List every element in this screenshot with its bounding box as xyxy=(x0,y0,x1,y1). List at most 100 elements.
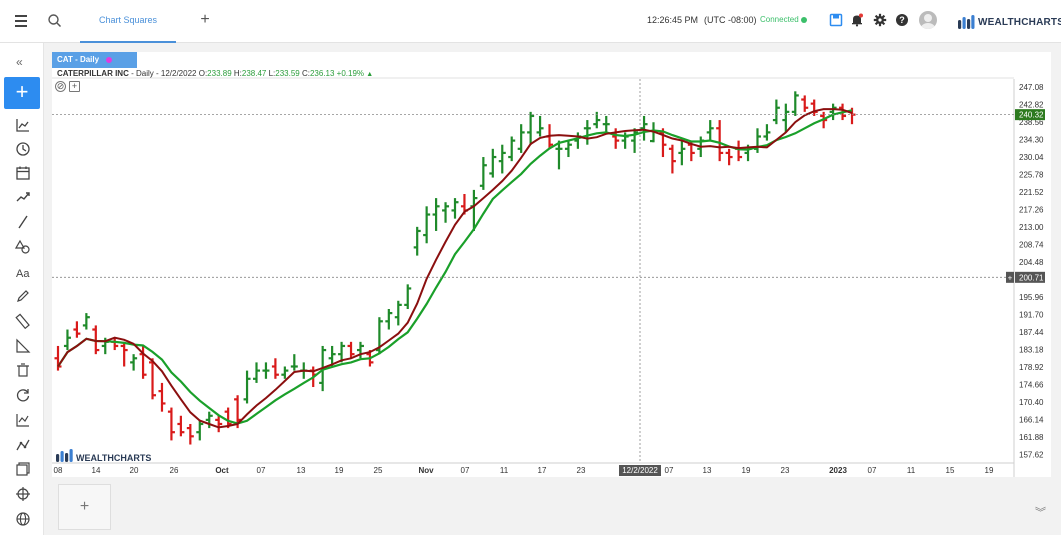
trend-icon[interactable] xyxy=(15,189,31,205)
ohlc-bar xyxy=(356,341,364,359)
alerts-icon[interactable] xyxy=(850,13,864,27)
ohlc-bar xyxy=(281,366,289,379)
crosshair-price-label: 200.71 xyxy=(1019,273,1044,282)
pencil-icon[interactable] xyxy=(15,288,31,304)
price-tick-label: 217.26 xyxy=(1019,205,1044,214)
ohlc-bar xyxy=(678,140,686,166)
price-tick-label: 195.96 xyxy=(1019,293,1044,302)
price-tick-label: 238.56 xyxy=(1019,118,1044,127)
line-tool-icon[interactable] xyxy=(15,214,31,230)
calendar-icon[interactable] xyxy=(15,165,31,181)
time-tick-label: Nov xyxy=(418,466,434,475)
hide-icon[interactable]: ⊘ xyxy=(55,81,66,92)
watermark-logo-icon xyxy=(56,454,60,462)
watermark-logo-icon xyxy=(69,449,73,462)
crosshair-plus-icon: + xyxy=(1008,273,1013,282)
globe-icon[interactable] xyxy=(15,511,31,527)
ohlc-bar xyxy=(243,370,251,404)
ohlc-bar xyxy=(262,362,270,379)
legend-interval: Daily xyxy=(135,69,154,78)
expand-icon[interactable]: + xyxy=(69,81,80,92)
legend-close-label: C: xyxy=(301,69,310,78)
ohlc-bar xyxy=(130,354,138,371)
clock-icon[interactable] xyxy=(15,141,31,157)
indicator-icon[interactable] xyxy=(15,412,31,428)
ohlc-bar xyxy=(763,124,771,141)
last-price-label: 240.32 xyxy=(1019,111,1044,120)
top-bar: Chart Squares + 12:26:45 PM (UTC -08:00)… xyxy=(0,0,1061,43)
ohlc-bar xyxy=(394,300,402,326)
collapse-icon[interactable]: « xyxy=(16,55,23,69)
ohlc-bar xyxy=(640,115,648,141)
ohlc-bar xyxy=(205,411,213,429)
up-arrow-icon: ▲ xyxy=(366,71,374,78)
chart-panel[interactable]: 247.08 242.82 234.30 230.04 225.78 221.52 217.… xyxy=(52,52,1051,477)
ohlc-bar xyxy=(782,103,790,133)
fib-tool-icon[interactable] xyxy=(15,338,31,354)
user-avatar[interactable] xyxy=(919,11,937,29)
price-tick-label: 183.18 xyxy=(1019,345,1044,354)
ohlc-bar xyxy=(290,354,298,371)
legend-sep: - xyxy=(156,69,161,78)
ohlc-bar xyxy=(498,144,506,174)
svg-text:?: ? xyxy=(899,15,905,25)
time-tick-label: 07 xyxy=(257,466,266,475)
settings-icon[interactable] xyxy=(873,13,887,27)
text-tool-icon[interactable]: Aa xyxy=(15,264,31,280)
chart-symbol-tab[interactable]: CAT - Daily xyxy=(52,52,137,68)
ohlc-bar xyxy=(253,362,260,383)
time-tick-label: Oct xyxy=(215,466,229,475)
connection-status: Connected xyxy=(760,15,799,24)
price-tick-label: 174.66 xyxy=(1019,380,1044,389)
time-tick-label: 11 xyxy=(500,466,509,475)
time-tick-label: 13 xyxy=(297,466,306,475)
link-color-dot[interactable] xyxy=(106,57,112,63)
ohlc-bar xyxy=(508,136,516,162)
chart-tab-label: CAT - Daily xyxy=(57,55,100,64)
ohlc-bar xyxy=(706,120,714,141)
time-tick-label: 11 xyxy=(907,466,916,475)
search-icon[interactable] xyxy=(46,12,64,30)
ohlc-bar xyxy=(432,198,440,231)
refresh-icon[interactable] xyxy=(15,387,31,403)
time-tick-label: 19 xyxy=(335,466,344,475)
layers-icon[interactable] xyxy=(15,461,31,477)
chevron-down-icon[interactable]: ︾ xyxy=(1035,507,1046,519)
crosshair-plus-box xyxy=(1006,271,1014,283)
brand-name: WEALTHCHARTS xyxy=(978,16,1061,28)
legend-sep: - xyxy=(131,69,136,78)
tab-chart-squares[interactable]: Chart Squares xyxy=(80,0,176,43)
add-chart-button[interactable]: + xyxy=(58,484,111,530)
add-tab-button[interactable]: + xyxy=(200,11,210,28)
time-tick-label: 2023 xyxy=(829,466,847,475)
price-tick-label: 178.92 xyxy=(1019,363,1044,372)
trash-icon[interactable] xyxy=(15,362,31,378)
hamburger-icon[interactable] xyxy=(12,11,32,31)
save-icon[interactable] xyxy=(829,13,843,27)
ruler-icon[interactable] xyxy=(15,313,31,329)
ohlc-bar xyxy=(829,103,837,121)
ohlc-bar xyxy=(82,313,90,330)
time-tick-label: 19 xyxy=(742,466,751,475)
time-tick-label: 07 xyxy=(868,466,877,475)
price-tick-label: 247.08 xyxy=(1019,83,1044,92)
time-tick-label: 25 xyxy=(374,466,383,475)
price-tick-label: 157.62 xyxy=(1019,450,1044,459)
legend-name: CATERPILLAR INC xyxy=(57,69,129,78)
price-chart[interactable]: 247.08 242.82 234.30 230.04 225.78 221.52 217.… xyxy=(52,52,1051,477)
timezone[interactable]: (UTC -08:00) xyxy=(704,15,757,25)
ohlc-bar xyxy=(631,128,639,153)
chart-type-icon[interactable] xyxy=(15,117,31,133)
ohlc-bar xyxy=(423,206,431,244)
shapes-icon[interactable] xyxy=(15,239,31,255)
ohlc-bar xyxy=(158,382,166,412)
price-tick-label: 187.44 xyxy=(1019,328,1044,337)
add-button[interactable]: + xyxy=(4,77,40,109)
crosshair-icon[interactable] xyxy=(15,486,31,502)
help-icon[interactable]: ? xyxy=(895,13,909,27)
ohlc-bar xyxy=(791,91,799,116)
status-dot xyxy=(801,17,807,23)
ohlc-bar xyxy=(177,415,185,437)
ohlc-bar xyxy=(149,358,157,400)
pattern-icon[interactable] xyxy=(15,437,31,453)
